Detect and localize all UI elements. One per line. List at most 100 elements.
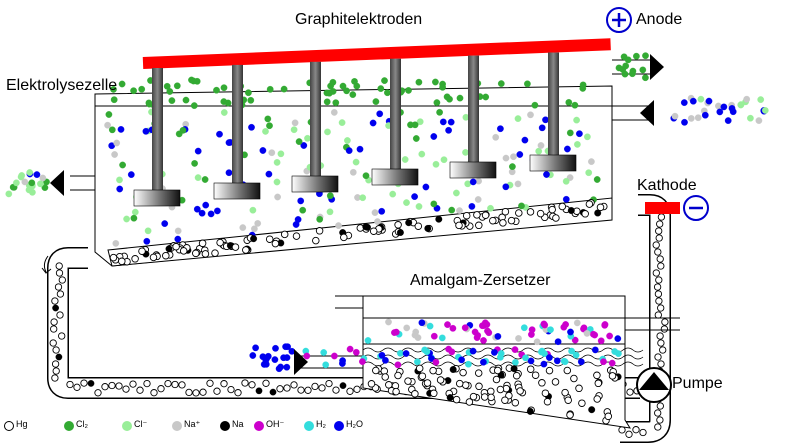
h2o-particle: [458, 356, 465, 364]
h2o-particle: [265, 170, 273, 178]
cl2-particle: [316, 215, 324, 223]
oh-particle: [597, 337, 605, 345]
hg-particle: [392, 387, 400, 396]
h2o-particle: [553, 357, 561, 365]
hg-particle: [501, 396, 509, 404]
hg-particle: [115, 382, 123, 390]
na-particle: [250, 235, 258, 243]
hg-particle: [283, 384, 291, 392]
na-particle: [405, 219, 413, 227]
oh-particle: [346, 345, 354, 353]
cl-particle: [304, 134, 311, 142]
hg-particle: [516, 387, 524, 395]
legend-swatch-hg: [4, 421, 14, 431]
na-particle: [510, 365, 518, 373]
cl2-particle: [343, 87, 350, 95]
hg-particle: [656, 220, 664, 228]
hg-particle: [563, 366, 572, 375]
na_plus-particle: [533, 338, 541, 346]
legend-swatch-h2: [304, 421, 314, 431]
h2o-particle: [428, 355, 435, 362]
cl-particle: [487, 204, 494, 212]
h2o-particle: [516, 151, 524, 158]
cl2-particle: [372, 98, 380, 105]
hg-particle: [455, 379, 464, 388]
hg-particle: [593, 371, 601, 380]
h2o-particle: [339, 357, 346, 364]
h2o-particle: [681, 118, 688, 126]
cl-particle: [37, 180, 44, 188]
electrode-shoe: [371, 168, 419, 186]
cl-particle: [574, 141, 581, 148]
cl-particle: [737, 101, 745, 109]
cl2-particle: [110, 96, 118, 104]
legend-label-cl2: Cl₂: [76, 419, 88, 429]
na_plus-particle: [671, 112, 679, 120]
hg-particle: [652, 241, 660, 249]
hg-particle: [179, 247, 188, 255]
h2o-particle: [469, 347, 477, 355]
cl2-particle: [329, 88, 337, 95]
hg-particle: [455, 221, 463, 230]
h2o-particle: [259, 353, 267, 361]
hg-particle: [655, 297, 663, 305]
hg-particle: [131, 255, 139, 263]
na_plus-particle: [510, 153, 517, 161]
cl-particle: [415, 203, 423, 210]
h2o-particle: [345, 147, 353, 154]
cl2-particle: [629, 70, 636, 78]
h2-particle: [322, 361, 330, 369]
oh-particle: [430, 332, 438, 340]
hg-particle: [566, 411, 574, 419]
h2o-particle: [161, 220, 169, 227]
hg-particle: [242, 246, 250, 254]
hg-particle: [213, 387, 221, 395]
hg-particle: [469, 392, 478, 401]
h2o-particle: [411, 193, 418, 200]
hg-particle: [656, 416, 664, 424]
na_plus-particle: [251, 225, 258, 233]
h2-particle: [320, 349, 328, 356]
h2-particle: [568, 347, 575, 355]
cl2-particle: [323, 89, 331, 97]
cl-particle: [220, 109, 228, 116]
cl-particle: [418, 150, 426, 158]
h2-particle: [538, 348, 545, 356]
oh-particle: [608, 359, 616, 367]
oh-particle: [580, 325, 587, 333]
h2o-particle: [283, 363, 291, 371]
na-particle: [424, 224, 432, 232]
na_plus-particle: [588, 158, 595, 165]
h2o-particle: [216, 130, 223, 138]
oh-particle: [600, 358, 607, 366]
oh-particle: [394, 361, 402, 369]
h2-particle: [520, 324, 528, 332]
hg-particle: [452, 395, 461, 404]
cl2-particle: [264, 115, 272, 123]
electrode-shoe: [449, 161, 497, 179]
cl2-particle: [329, 78, 337, 86]
cl-particle: [761, 107, 769, 114]
h2-particle: [522, 354, 529, 362]
cl2-particle: [615, 64, 623, 72]
cl-particle: [432, 160, 440, 168]
hg-particle: [73, 383, 81, 391]
hg-particle: [172, 242, 180, 251]
hg-particle: [138, 247, 146, 255]
na-particle: [526, 407, 534, 415]
hg-particle: [474, 369, 483, 377]
h2o-particle: [116, 185, 124, 193]
oh-particle: [511, 346, 519, 353]
hg-particle: [311, 382, 319, 391]
arrow-icon: [41, 255, 52, 274]
cl2-particle: [446, 95, 453, 103]
cl-particle: [324, 128, 331, 136]
h2o-particle: [445, 126, 452, 134]
hg-particle: [220, 380, 228, 388]
hg-particle: [56, 290, 65, 298]
h2o-particle: [252, 344, 259, 352]
hg-particle: [423, 379, 432, 387]
hg-particle: [353, 385, 361, 393]
na_plus-particle: [502, 154, 510, 162]
cl2-particle: [381, 77, 388, 84]
